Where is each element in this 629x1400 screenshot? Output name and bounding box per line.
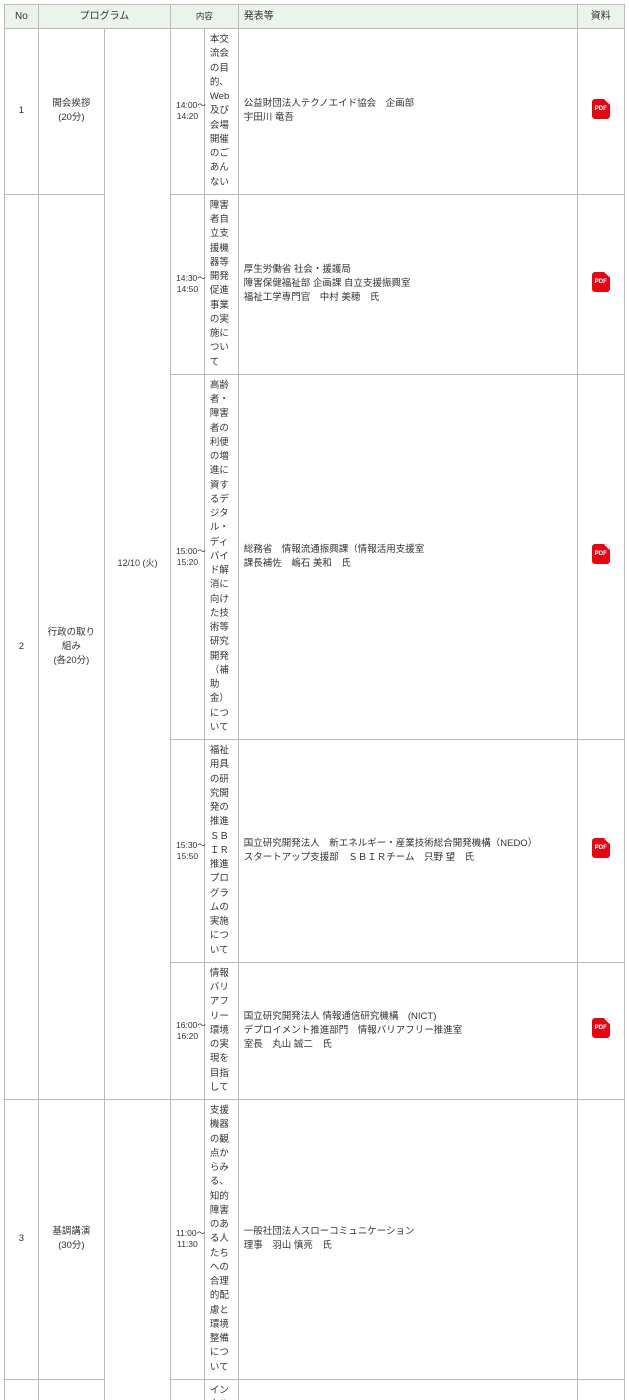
cell-presenter: 一般社団法人スローコミュニケーション理事 羽山 慎亮 氏 [238,1100,577,1380]
pdf-icon[interactable] [592,99,610,119]
cell-content: 高齢者・障害者の利便の増進に資するデジタル・ディバイド解消に向けた技術等研究開発… [204,374,238,739]
cell-time: 15:00〜15:20 [171,374,205,739]
cell-content: インクルーシブデザインで「誰もが使いやすい」のその先へ [204,1379,238,1400]
head-presenter: 発表等 [238,5,577,29]
pdf-icon[interactable] [592,1018,610,1038]
table-row: 4特別講演(40分) 13:00〜13:40インクルーシブデザインで「誰もが使いや… [5,1379,625,1400]
cell-presenter: 厚生労働省 社会・援護局障害保健福祉部 企画課 自立支援振興室福祉工学専門官 中… [238,194,577,374]
cell-presenter: 総務省 情報流通振興課（情報活用支援室課長補佐 嶋石 美和 氏 [238,374,577,739]
pdf-icon[interactable] [592,544,610,564]
cell-content: 情報バリアフリー環境の実現を目指して [204,962,238,1099]
table-row: 1開会挨拶(20分)12/10 (火)14:00〜14:20本交流会の目的、We… [5,29,625,195]
head-program: プログラム [38,5,170,29]
cell-program: 行政の取り組み(各20分) [38,194,104,1099]
cell-material[interactable] [577,962,624,1099]
cell-presenter: PLAYWORKS株式会社代表取締役 タキザワ ケイタ 氏 [238,1379,577,1400]
cell-program: 開会挨拶(20分) [38,29,104,195]
cell-date: 12/10 (火) [104,29,170,1100]
cell-time: 13:00〜13:40 [171,1379,205,1400]
cell-material [577,1100,624,1380]
cell-no: 3 [5,1100,39,1380]
cell-time: 14:00〜14:20 [171,29,205,195]
pdf-icon[interactable] [592,838,610,858]
cell-time: 16:00〜16:20 [171,962,205,1099]
cell-presenter: 公益財団法人テクノエイド協会 企画部宇田川 竜吾 [238,29,577,195]
cell-content: 福祉用具の研究開発の推進ＳＢＩＲ推進プログラムの実施について [204,740,238,963]
cell-time: 15:30〜15:50 [171,740,205,963]
head-content: 内容 [171,5,239,29]
table-container: No プログラム 内容 発表等 資料 1開会挨拶(20分)12/10 (火)14… [4,4,625,1400]
cell-program: 基調講演(30分) [38,1100,104,1380]
cell-no: 2 [5,194,39,1099]
cell-material[interactable] [577,740,624,963]
table-row: 2行政の取り組み(各20分)14:30〜14:50障害者自立支援機器等開発促進事… [5,194,625,374]
table-row: 3基調講演(30分)12/11 (水)11:00〜11:30支援機器の観点からみ… [5,1100,625,1380]
cell-date: 12/11 (水) [104,1100,170,1400]
cell-content: 本交流会の目的、Web及び会場開催のごあんない [204,29,238,195]
cell-material[interactable] [577,29,624,195]
cell-no: 1 [5,29,39,195]
cell-no: 4 [5,1379,39,1400]
cell-presenter: 国立研究開発法人 情報通信研究機構 (NICT)デプロイメント推進部門 情報バリ… [238,962,577,1099]
cell-time: 11:00〜11:30 [171,1100,205,1380]
cell-presenter: 国立研究開発法人 新エネルギー・産業技術総合開発機構（NEDO）スタートアップ支… [238,740,577,963]
cell-material[interactable] [577,194,624,374]
cell-content: 障害者自立支援機器等開発促進事業の実施について [204,194,238,374]
schedule-table: No プログラム 内容 発表等 資料 1開会挨拶(20分)12/10 (火)14… [4,4,625,1400]
cell-program: 特別講演(40分) [38,1379,104,1400]
cell-time: 14:30〜14:50 [171,194,205,374]
head-material: 資料 [577,5,624,29]
cell-content: 支援機器の観点からみる、知的障害のある人たちへの合理的配慮と環境整備について [204,1100,238,1380]
cell-material [577,1379,624,1400]
pdf-icon[interactable] [592,272,610,292]
header-row: No プログラム 内容 発表等 資料 [5,5,625,29]
head-no: No [5,5,39,29]
cell-material[interactable] [577,374,624,739]
